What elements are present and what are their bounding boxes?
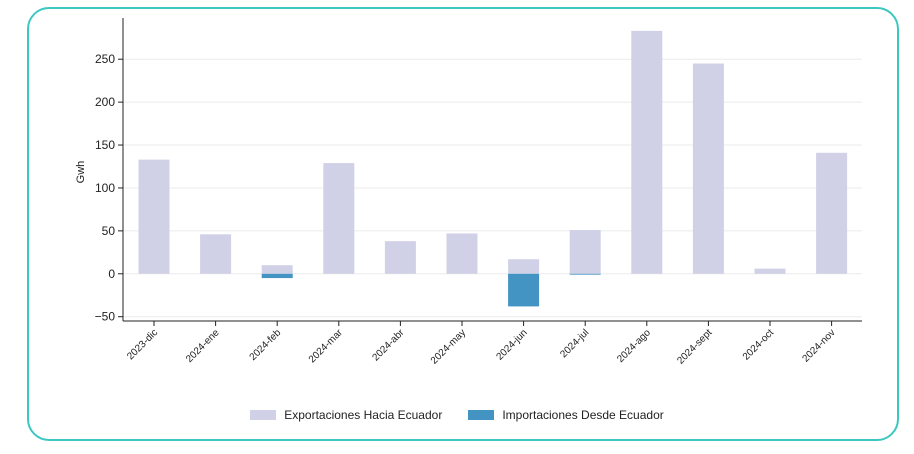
- legend-item-importaciones: Importaciones Desde Ecuador: [468, 408, 664, 422]
- bar-importaciones-2024-jun: [508, 273, 540, 307]
- y-tick-label: 100: [95, 181, 115, 195]
- y-tick-label: 250: [95, 52, 115, 66]
- bar-exportaciones-2024-nov: [816, 152, 848, 274]
- bar-exportaciones-2024-jul: [569, 230, 601, 274]
- bar-exportaciones-2024-abr: [384, 241, 416, 274]
- y-tick-label: 200: [95, 95, 115, 109]
- x-ticks: 2023-dic 2024-ene 2024-feb 2024-mar 2024-abr…: [125, 321, 838, 367]
- bar-exportaciones-2023-dic: [138, 159, 170, 274]
- bar-exportaciones-2024-feb: [261, 265, 293, 274]
- chart-frame: [27, 7, 899, 441]
- bar-exportaciones-2024-oct: [754, 268, 786, 274]
- x-tick-label: 2024-feb: [248, 327, 284, 363]
- x-tick-label: 2024-ago: [615, 327, 653, 365]
- y-ticks: −50 0 50 100 150 200 250: [95, 52, 123, 324]
- y-tick-label: 50: [102, 224, 116, 238]
- bar-exportaciones-2024-ene: [200, 234, 232, 274]
- x-tick-label: 2024-mar: [307, 327, 346, 366]
- x-tick-label: 2024-abr: [370, 327, 407, 364]
- grid-lines: [123, 58, 862, 318]
- bar-exportaciones-2024-ago: [631, 30, 663, 274]
- legend-item-exportaciones: Exportaciones Hacia Ecuador: [250, 408, 442, 422]
- x-tick-label: 2024-oct: [741, 327, 776, 362]
- x-tick-label: 2024-jul: [558, 327, 591, 360]
- legend-swatch-exportaciones: [250, 410, 277, 420]
- legend-label-exportaciones: Exportaciones Hacia Ecuador: [284, 408, 443, 422]
- legend: Exportaciones Hacia Ecuador Importacione…: [0, 405, 914, 425]
- axes: [122, 18, 862, 322]
- legend-swatch-importaciones: [468, 410, 495, 420]
- bar-exportaciones-2024-jun: [508, 259, 540, 274]
- bars: [138, 30, 848, 307]
- y-tick-label: −50: [95, 310, 116, 324]
- x-tick-label: 2024-may: [429, 327, 468, 366]
- y-tick-label: 150: [95, 138, 115, 152]
- bar-exportaciones-2024-sept: [692, 63, 724, 274]
- x-tick-label: 2024-nov: [800, 327, 837, 364]
- y-axis-label: Gwh: [75, 161, 87, 184]
- x-tick-label: 2024-jun: [494, 327, 529, 362]
- bar-importaciones-2024-feb: [261, 273, 293, 279]
- x-tick-label: 2024-ene: [184, 327, 222, 365]
- x-tick-label: 2024-sept: [675, 327, 714, 366]
- bar-importaciones-2024-jul: [569, 273, 601, 275]
- bar-exportaciones-2024-mar: [323, 163, 355, 274]
- y-tick-label: 0: [108, 267, 115, 281]
- x-tick-label: 2023-dic: [125, 327, 160, 362]
- bar-chart: −50 0 50 100 150 200 250 2023-dic 2024-ene 2024-…: [75, 18, 862, 367]
- bar-exportaciones-2024-may: [446, 233, 478, 274]
- legend-label-importaciones: Importaciones Desde Ecuador: [502, 408, 664, 422]
